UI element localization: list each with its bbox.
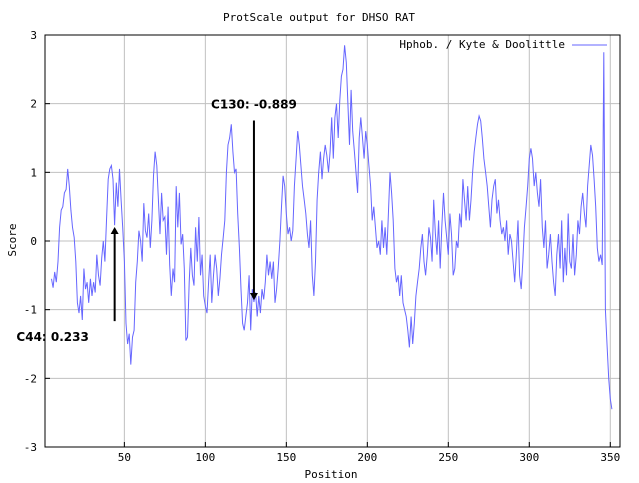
legend-entry-label: Hphob. / Kyte & Doolittle: [399, 38, 565, 51]
annotation-arrow-head: [110, 227, 119, 235]
legend: Hphob. / Kyte & Doolittle: [399, 38, 607, 51]
x-tick-label: 300: [519, 451, 539, 464]
x-tick-label: 250: [438, 451, 458, 464]
y-tick-label: 1: [30, 166, 37, 179]
x-tick-label: 350: [600, 451, 620, 464]
x-tick-label: 50: [118, 451, 131, 464]
y-tick-label: -1: [24, 304, 37, 317]
y-tick-label: 0: [30, 235, 37, 248]
y-tick-label: -3: [24, 441, 37, 454]
x-tick-label: 100: [195, 451, 215, 464]
y-tick-label: 2: [30, 98, 37, 111]
y-tick-label: -2: [24, 372, 37, 385]
series-line-kyte-doolittle: [51, 45, 613, 410]
x-tick-label: 150: [276, 451, 296, 464]
annotations: C130: -0.889 C44: 0.233: [16, 98, 296, 345]
x-axis-label: Position: [305, 468, 358, 481]
chart-title: ProtScale output for DHSO RAT: [223, 11, 415, 24]
y-axis-label: Score: [6, 223, 19, 256]
annotation-label: C130: -0.889: [211, 98, 297, 112]
annotation-label: C44: 0.233: [16, 330, 88, 344]
x-tick-label: 200: [357, 451, 377, 464]
annotation-arrow-head: [249, 293, 258, 301]
y-axis-ticks: -3 -2 -1 0 1 2 3: [24, 29, 50, 454]
x-axis-ticks: 50 100 150 200 250 300 350: [118, 442, 620, 464]
y-tick-label: 3: [30, 29, 37, 42]
